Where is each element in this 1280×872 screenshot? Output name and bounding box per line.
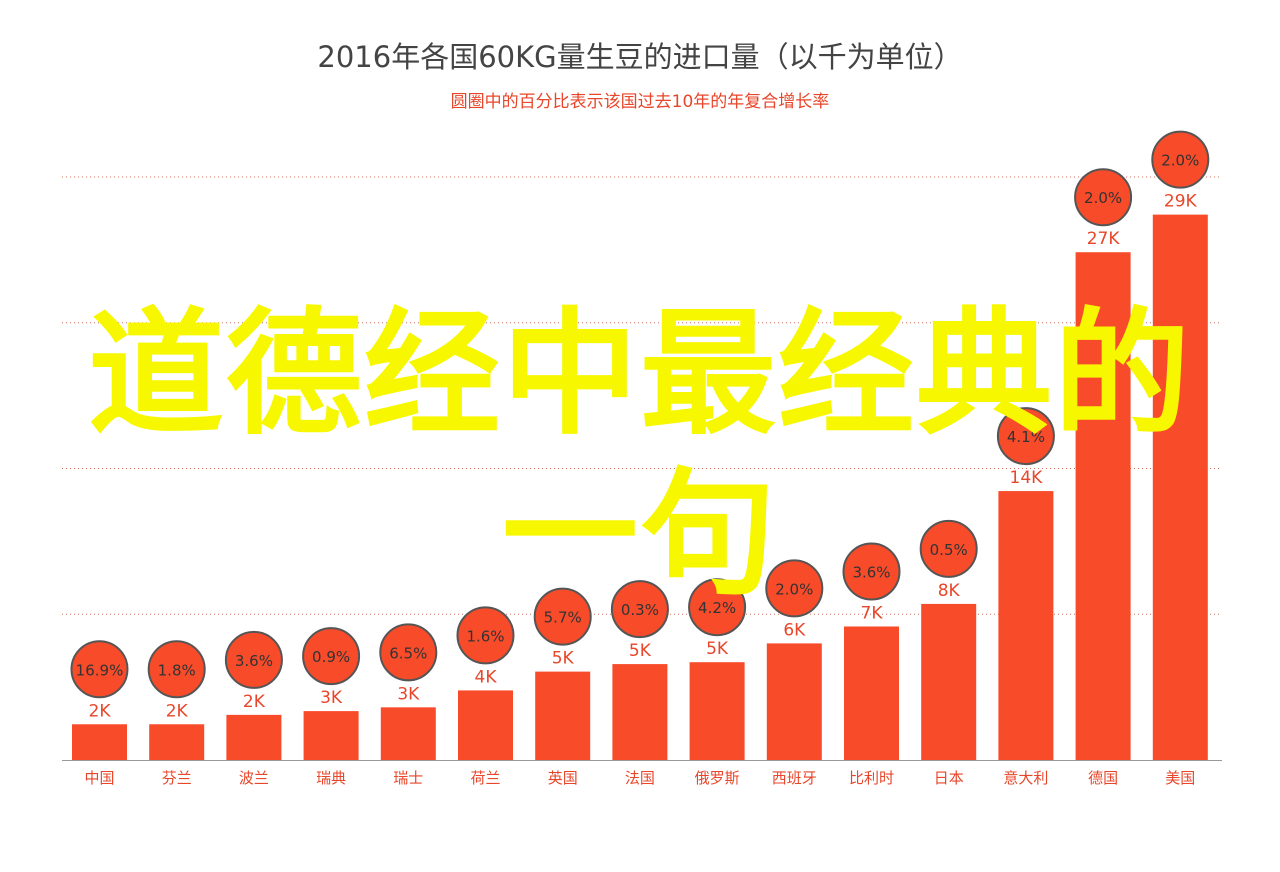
growth-label-12: 4.1% bbox=[1007, 428, 1045, 446]
category-label-11: 日本 bbox=[934, 769, 964, 787]
category-label-4: 瑞士 bbox=[393, 769, 423, 787]
growth-label-6: 5.7% bbox=[544, 609, 582, 627]
growth-label-10: 3.6% bbox=[852, 563, 890, 581]
growth-circle-4 bbox=[379, 623, 438, 682]
growth-circle-2 bbox=[224, 630, 283, 689]
growth-circle-3 bbox=[302, 627, 361, 686]
value-label-8: 5K bbox=[706, 639, 729, 659]
category-label-2: 波兰 bbox=[239, 769, 269, 787]
growth-circle-5 bbox=[456, 606, 515, 665]
growth-label-0: 16.9% bbox=[76, 661, 124, 679]
bar-12 bbox=[998, 491, 1054, 760]
category-label-5: 荷兰 bbox=[470, 769, 500, 787]
value-label-5: 4K bbox=[475, 667, 498, 687]
bar-8 bbox=[689, 662, 745, 760]
category-label-1: 芬兰 bbox=[162, 769, 192, 787]
bar-11 bbox=[921, 603, 977, 760]
value-label-11: 8K bbox=[938, 581, 961, 601]
bar-6 bbox=[535, 671, 591, 760]
chart-subtitle: 圆圈中的百分比表示该国过去10年的年复合增长率 bbox=[450, 92, 830, 112]
bar-4 bbox=[380, 707, 436, 760]
value-label-4: 3K bbox=[397, 684, 420, 704]
category-label-14: 美国 bbox=[1165, 769, 1195, 787]
growth-circle-11 bbox=[919, 519, 978, 578]
value-label-9: 6K bbox=[783, 620, 806, 640]
value-label-10: 7K bbox=[861, 603, 884, 623]
value-label-13: 27K bbox=[1087, 229, 1121, 249]
growth-label-1: 1.8% bbox=[158, 661, 196, 679]
growth-circle-6 bbox=[533, 587, 592, 646]
growth-circle-10 bbox=[842, 542, 901, 601]
bar-5 bbox=[458, 690, 513, 760]
growth-label-2: 3.6% bbox=[235, 652, 273, 670]
growth-circle-9 bbox=[765, 559, 824, 618]
value-label-14: 29K bbox=[1164, 192, 1198, 212]
category-label-3: 瑞典 bbox=[316, 769, 346, 787]
bar-10 bbox=[844, 626, 899, 760]
bar-7 bbox=[612, 664, 668, 760]
value-label-6: 5K bbox=[552, 649, 575, 669]
category-label-10: 比利时 bbox=[849, 769, 894, 787]
growth-circle-12 bbox=[996, 407, 1055, 466]
growth-label-5: 1.6% bbox=[466, 627, 504, 645]
bar-0 bbox=[72, 724, 127, 760]
growth-label-9: 2.0% bbox=[775, 580, 813, 598]
growth-label-3: 0.9% bbox=[312, 648, 350, 666]
category-label-7: 法国 bbox=[625, 769, 655, 787]
growth-circle-7 bbox=[610, 580, 669, 639]
growth-circle-8 bbox=[688, 578, 747, 637]
growth-circle-14 bbox=[1151, 130, 1210, 189]
growth-circle-1 bbox=[147, 640, 206, 699]
bar-13 bbox=[1075, 252, 1131, 760]
growth-label-4: 6.5% bbox=[389, 644, 427, 662]
value-label-2: 2K bbox=[243, 692, 266, 712]
bar-1 bbox=[149, 724, 205, 760]
bar-2 bbox=[226, 714, 282, 760]
chart-title: 2016年各国60KG量生豆的进口量（以千为单位） bbox=[317, 40, 963, 74]
category-label-9: 西班牙 bbox=[772, 769, 817, 787]
value-label-7: 5K bbox=[629, 641, 652, 661]
growth-label-13: 2.0% bbox=[1084, 189, 1122, 207]
growth-label-11: 0.5% bbox=[930, 541, 968, 559]
category-label-12: 意大利 bbox=[1003, 769, 1048, 787]
category-label-8: 俄罗斯 bbox=[695, 769, 740, 787]
category-label-13: 德国 bbox=[1088, 769, 1118, 787]
growth-label-8: 4.2% bbox=[698, 599, 736, 617]
value-label-12: 14K bbox=[1010, 468, 1044, 488]
bar-3 bbox=[303, 711, 359, 760]
growth-circle-13 bbox=[1074, 168, 1133, 227]
bar-14 bbox=[1152, 214, 1208, 760]
growth-label-7: 0.3% bbox=[621, 601, 659, 619]
growth-circle-0 bbox=[70, 640, 129, 699]
category-label-0: 中国 bbox=[84, 769, 114, 787]
growth-label-14: 2.0% bbox=[1161, 152, 1199, 170]
category-label-6: 英国 bbox=[548, 769, 578, 787]
value-label-0: 2K bbox=[89, 701, 112, 721]
value-label-3: 3K bbox=[320, 688, 343, 708]
value-label-1: 2K bbox=[166, 701, 189, 721]
bar-9 bbox=[766, 643, 822, 760]
